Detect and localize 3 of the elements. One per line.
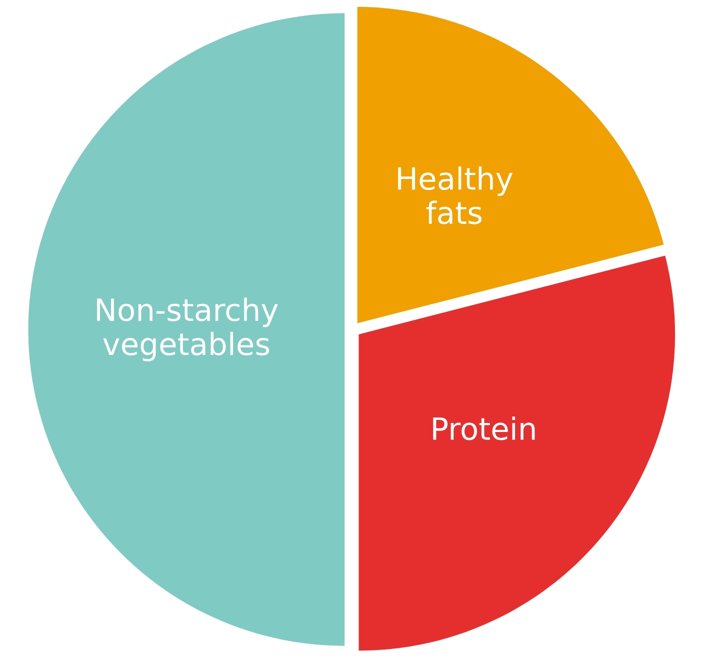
slice-label: Healthy fats [398, 166, 513, 224]
slice-label: Protein [433, 416, 535, 440]
slice-label: Non-starchy vegetables [97, 298, 278, 362]
